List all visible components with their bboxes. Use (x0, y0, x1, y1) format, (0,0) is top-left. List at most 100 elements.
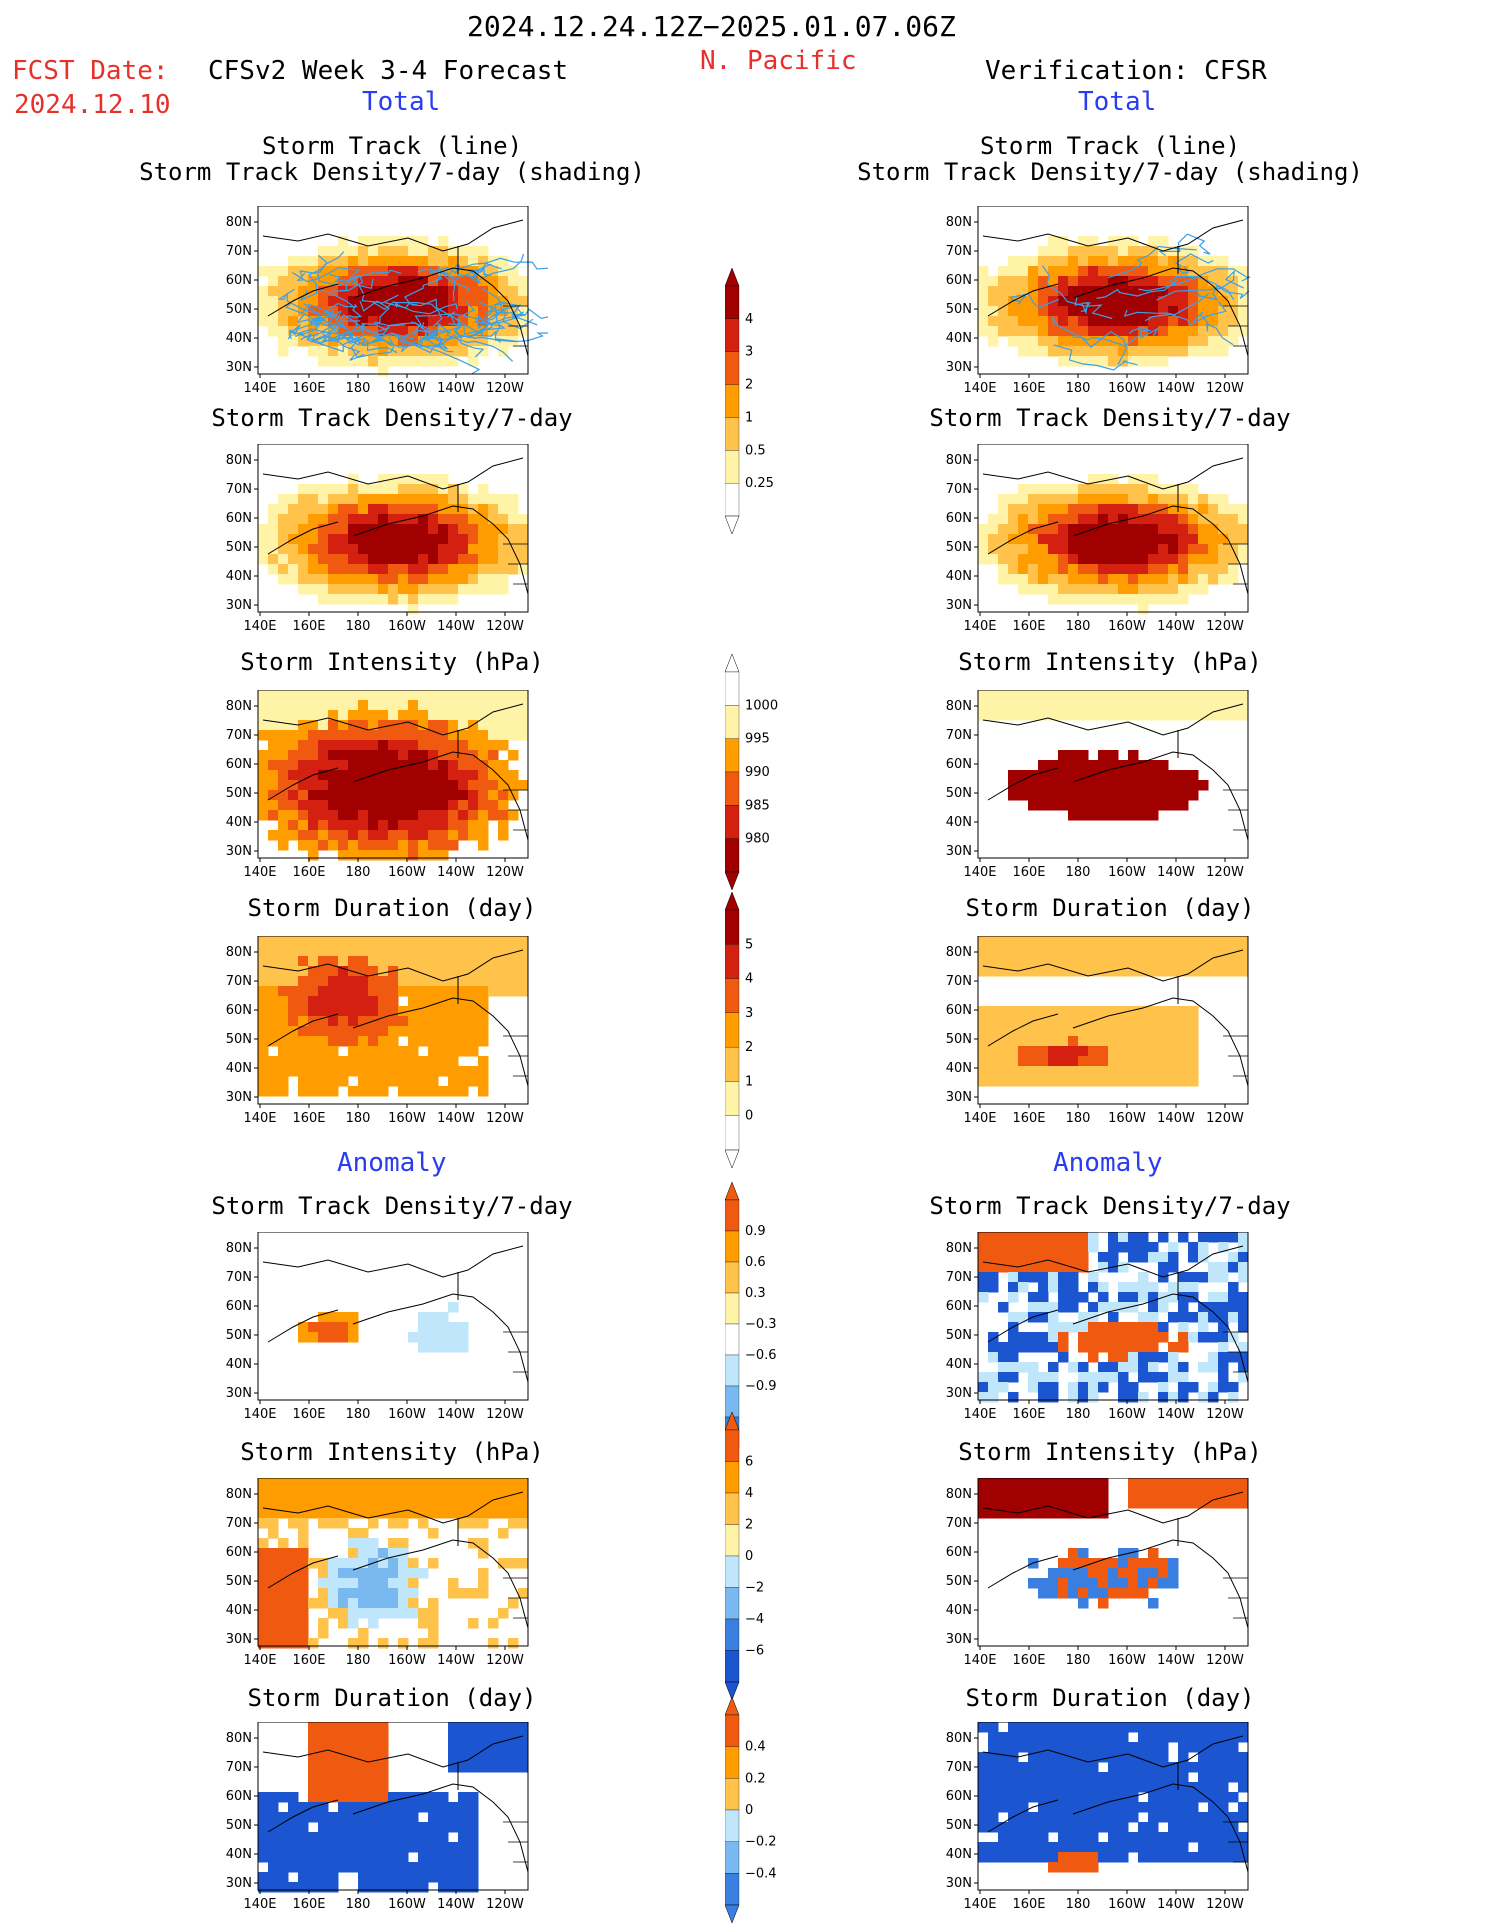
lat-tick-label: 60N (946, 511, 972, 526)
colorbar-label: 990 (745, 765, 770, 780)
lon-tick-label: 160W (1108, 381, 1146, 396)
lat-tick-label: 60N (226, 1299, 252, 1314)
lat-tick-label: 70N (946, 244, 972, 259)
lon-tick-label: 180 (1066, 1407, 1091, 1422)
lat-tick-label: 50N (946, 1032, 972, 1047)
lat-tick-label: 50N (226, 786, 252, 801)
lat-tick-label: 40N (946, 1847, 972, 1862)
lon-tick-label: 140W (1157, 1897, 1195, 1912)
lat-tick-label: 50N (946, 540, 972, 555)
map-track-density-anomaly-verification: 80N 70N 60N 50N 40N 30N 140E 160E 180 160W 140W 120… (946, 1232, 1249, 1422)
colorbar-density-total: 4 3 2 1 0.5 0.25 (725, 268, 774, 535)
lat-tick-label: 80N (946, 945, 972, 960)
lon-tick-label: 140W (1157, 865, 1195, 880)
lat-tick-label: 30N (226, 360, 252, 375)
region-label: N. Pacific (700, 46, 857, 76)
lat-tick-label: 50N (226, 1574, 252, 1589)
lon-tick-label: 140E (243, 1111, 276, 1126)
colorbar-label: −6 (745, 1644, 764, 1659)
lon-tick-label: 120W (486, 865, 524, 880)
lon-tick-label: 140E (963, 381, 996, 396)
lon-tick-label: 160E (1012, 865, 1045, 880)
lat-tick-label: 80N (946, 1731, 972, 1746)
lon-tick-label: 180 (346, 865, 371, 880)
lon-tick-label: 180 (346, 1111, 371, 1126)
lat-tick-label: 70N (946, 728, 972, 743)
lon-tick-label: 140W (1157, 1653, 1195, 1668)
lon-tick-label: 140E (963, 619, 996, 634)
lon-tick-label: 160E (292, 1653, 325, 1668)
lon-tick-label: 160W (1108, 1653, 1146, 1668)
lat-tick-label: 80N (226, 945, 252, 960)
lat-tick-label: 50N (226, 1818, 252, 1833)
lon-tick-label: 120W (486, 381, 524, 396)
lon-tick-label: 160E (1012, 381, 1045, 396)
lon-tick-label: 160W (388, 619, 426, 634)
title-intensity-anom-right: Storm Intensity (hPa) (958, 1438, 1262, 1466)
map-intensity-anomaly-forecast: 80N 70N 60N 50N 40N 30N 140E 160E 180 160W 140W 120… (226, 1478, 529, 1668)
lon-tick-label: 160W (388, 1653, 426, 1668)
lat-tick-label: 70N (226, 1270, 252, 1285)
lon-tick-label: 120W (1206, 1111, 1244, 1126)
lat-tick-label: 80N (946, 1487, 972, 1502)
colorbar-label: −2 (745, 1581, 764, 1596)
colorbar-label: 995 (745, 732, 770, 747)
lon-tick-label: 180 (346, 619, 371, 634)
title-track-shading-right: Storm Track Density/7-day (shading) (857, 158, 1363, 186)
title-density-total-right: Storm Track Density/7-day (929, 404, 1291, 432)
lon-tick-label: 120W (486, 1111, 524, 1126)
lat-tick-label: 70N (946, 1516, 972, 1531)
lat-tick-label: 80N (226, 699, 252, 714)
lon-tick-label: 180 (346, 1897, 371, 1912)
colorbar-intensity-anomaly: 6 4 2 0 −2 −4 −6 (725, 1412, 764, 1701)
map-track-density-total-forecast: 80N 70N 60N 50N 40N 30N 140E 160E 180 160W 140W 120… (226, 444, 529, 634)
lat-tick-label: 50N (226, 540, 252, 555)
lat-tick-label: 30N (946, 360, 972, 375)
lat-tick-label: 30N (946, 844, 972, 859)
map-intensity-total-forecast: 80N 70N 60N 50N 40N 30N 140E 160E 180 160W 140W 120… (226, 690, 529, 880)
title-duration-anom-right: Storm Duration (day) (965, 1684, 1255, 1712)
lat-tick-label: 60N (946, 1789, 972, 1804)
lon-tick-label: 160W (388, 1897, 426, 1912)
colorbar-label: 1000 (745, 698, 778, 713)
lon-tick-label: 140W (437, 381, 475, 396)
time-range: 2024.12.24.12Z−2025.01.07.06Z (467, 10, 956, 43)
title-duration-total-left: Storm Duration (day) (247, 894, 537, 922)
lat-tick-label: 80N (226, 1731, 252, 1746)
lat-tick-label: 50N (946, 1818, 972, 1833)
lon-tick-label: 140E (963, 1897, 996, 1912)
lon-tick-label: 120W (1206, 381, 1244, 396)
lon-tick-label: 160W (1108, 1897, 1146, 1912)
lon-tick-label: 160E (1012, 1897, 1045, 1912)
colorbar-label: 985 (745, 798, 770, 813)
lon-tick-label: 120W (1206, 1407, 1244, 1422)
colorbar-label: 0 (745, 1109, 753, 1124)
lon-tick-label: 120W (1206, 865, 1244, 880)
lon-tick-label: 180 (1066, 1653, 1091, 1668)
fcst-date-label: FCST Date: (12, 56, 169, 86)
lon-tick-label: 160W (1108, 1111, 1146, 1126)
colorbar-intensity-total: 1000 995 990 985 980 (725, 654, 778, 891)
lon-tick-label: 140W (437, 1407, 475, 1422)
lat-tick-label: 80N (226, 1487, 252, 1502)
colorbar-label: 0.25 (745, 476, 774, 491)
lon-tick-label: 140E (963, 1653, 996, 1668)
colorbar-label: 2 (745, 378, 753, 393)
lat-tick-label: 40N (946, 1603, 972, 1618)
colorbar-label: 2 (745, 1518, 753, 1533)
lon-tick-label: 160W (1108, 1407, 1146, 1422)
title-intensity-anom-left: Storm Intensity (hPa) (240, 1438, 544, 1466)
colorbar-label: 0.2 (745, 1771, 766, 1786)
colorbar-label: 4 (745, 972, 753, 987)
lon-tick-label: 180 (1066, 1897, 1091, 1912)
colorbar-label: −0.3 (745, 1317, 777, 1332)
lon-tick-label: 120W (1206, 1653, 1244, 1668)
lat-tick-label: 30N (226, 598, 252, 613)
lat-tick-label: 30N (226, 1876, 252, 1891)
map-intensity-total-verification: 80N 70N 60N 50N 40N 30N 140E 160E 180 160W 140W 120… (946, 690, 1249, 880)
lat-tick-label: 60N (226, 1545, 252, 1560)
title-intensity-total-left: Storm Intensity (hPa) (240, 648, 544, 676)
lon-tick-label: 120W (486, 619, 524, 634)
lon-tick-label: 140W (437, 1897, 475, 1912)
title-duration-total-right: Storm Duration (day) (965, 894, 1255, 922)
